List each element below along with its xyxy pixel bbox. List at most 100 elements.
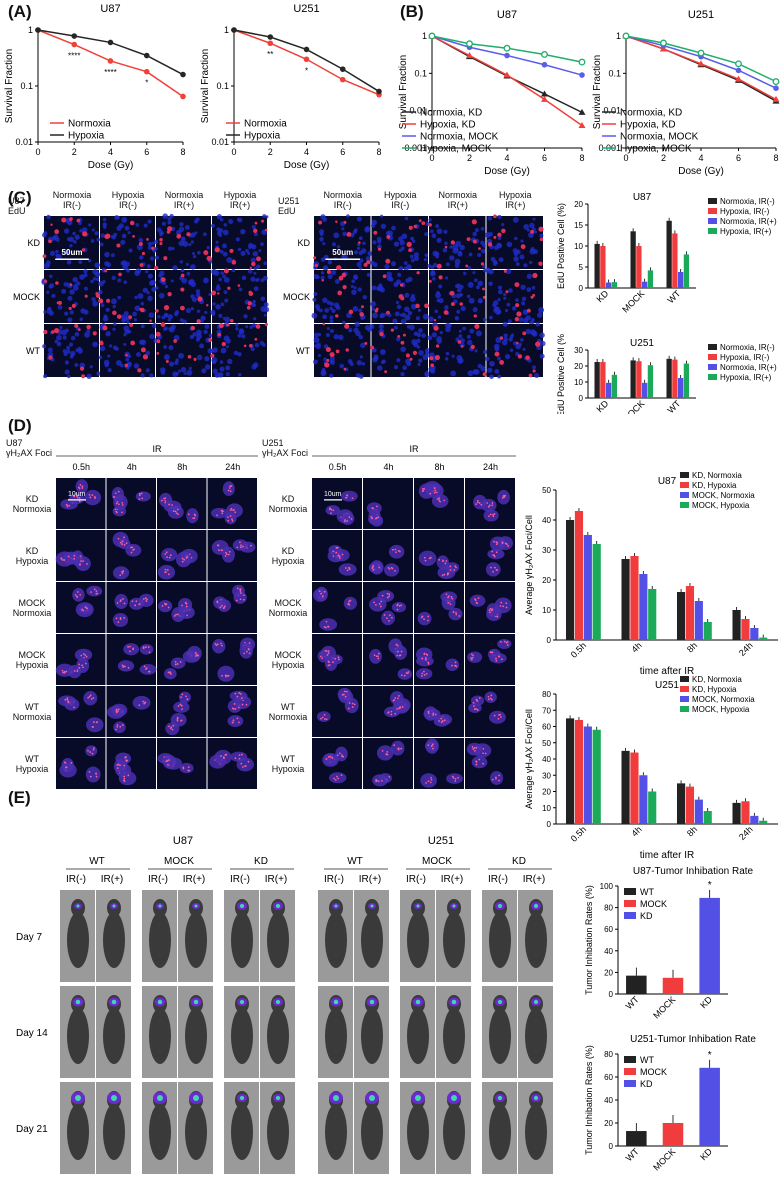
nucleus (146, 291, 150, 295)
nucleus (222, 274, 227, 279)
y-axis-label: Survival Fraction (4, 49, 15, 123)
nucleus (219, 249, 224, 254)
data-point (71, 41, 78, 48)
y-tick-label: 10 (542, 606, 551, 615)
foci (79, 563, 81, 566)
foci (332, 509, 335, 512)
nucleus (72, 276, 78, 283)
nucleus (539, 233, 544, 238)
nucleus (515, 298, 519, 302)
group-label: WT (347, 856, 363, 867)
legend-label: Hypoxia (68, 131, 105, 142)
nucleus (78, 221, 82, 226)
legend-label: Normoxia, MOCK (620, 132, 699, 143)
nucleus (223, 335, 230, 342)
nucleus (344, 697, 359, 714)
edu-positive-cell (69, 283, 73, 287)
x-tick-label: 4 (698, 153, 703, 163)
x-tick-label: KD (594, 398, 610, 414)
y-tick-label: 0 (579, 394, 584, 403)
nucleus (263, 306, 270, 313)
nucleus (237, 333, 242, 338)
edu-positive-cell (342, 284, 347, 290)
nucleus (227, 358, 233, 365)
foci (122, 570, 125, 573)
nucleus (240, 228, 246, 235)
foci (86, 563, 88, 565)
bioluminescence-core (240, 904, 244, 908)
nucleus (452, 247, 459, 254)
nucleus (113, 232, 118, 237)
foci (76, 496, 79, 499)
foci (371, 507, 374, 509)
nucleus (329, 306, 333, 311)
legend-swatch (680, 482, 689, 488)
foci (182, 766, 185, 769)
foci (239, 541, 241, 544)
foci (452, 611, 455, 613)
foci (81, 487, 84, 489)
foci (423, 670, 425, 673)
column-label: 24h (225, 462, 240, 472)
nucleus (514, 236, 518, 241)
foci (144, 597, 147, 600)
nucleus (178, 352, 184, 359)
nucleus (145, 270, 149, 274)
legend-swatch (680, 502, 689, 508)
foci (66, 697, 69, 700)
nucleus (245, 248, 249, 253)
edu-positive-cell (438, 275, 443, 280)
nucleus (147, 241, 152, 247)
nucleus (120, 261, 126, 266)
nucleus (238, 287, 243, 292)
edu-positive-cell (82, 231, 88, 237)
column-label: 8h (177, 462, 187, 472)
nucleus (466, 339, 473, 346)
edu-positive-cell (430, 363, 435, 368)
edu-positive-cell (472, 239, 477, 244)
bar (699, 1067, 720, 1146)
edu-positive-cell (51, 330, 55, 334)
nucleus (225, 372, 230, 377)
edu-positive-cell (436, 263, 442, 269)
nucleus (367, 250, 373, 257)
nucleus (222, 481, 235, 497)
data-point (107, 58, 114, 64)
data-point (578, 108, 586, 115)
nucleus (204, 310, 208, 315)
data-point (735, 75, 742, 82)
nucleus (531, 331, 538, 337)
edu-positive-cell (428, 279, 432, 283)
nucleus (211, 223, 215, 228)
nucleus (443, 229, 448, 234)
edu-positive-cell (132, 235, 135, 238)
foci (346, 520, 348, 522)
nucleus (485, 267, 491, 274)
foci (500, 601, 503, 604)
nucleus (322, 297, 328, 303)
foci (142, 646, 145, 649)
nucleus (339, 363, 345, 369)
foci (327, 625, 330, 628)
nucleus (449, 255, 455, 261)
foci (393, 699, 396, 701)
nucleus (116, 225, 122, 231)
nucleus (371, 285, 377, 291)
foci (133, 548, 135, 551)
x-tick-label: 24h (737, 640, 755, 658)
foci (442, 559, 444, 562)
edu-positive-cell (369, 345, 375, 350)
foci (491, 698, 493, 701)
foci (345, 690, 348, 693)
nucleus (149, 256, 155, 261)
foci (92, 697, 95, 699)
foci (114, 492, 117, 495)
nucleus (116, 215, 120, 220)
nucleus (192, 332, 197, 337)
x-tick-label: 6 (340, 147, 345, 157)
corner-label: γH₂AX Foci (262, 448, 308, 458)
nucleus (460, 305, 466, 312)
edu-positive-cell (230, 318, 234, 323)
x-tick-label: 8 (773, 153, 778, 163)
nucleus (484, 231, 491, 238)
